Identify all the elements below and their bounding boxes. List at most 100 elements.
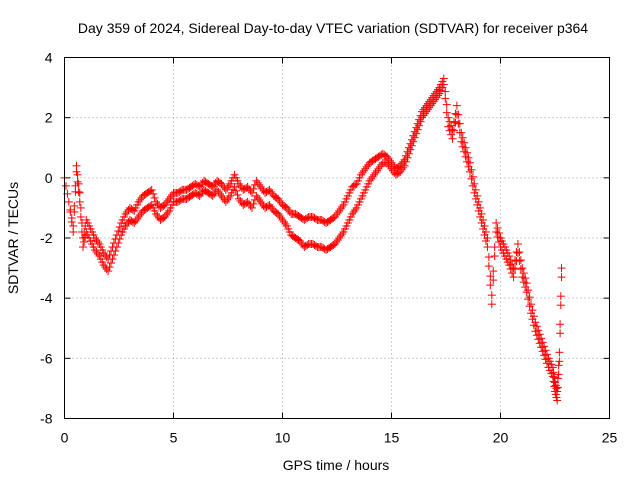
data-point-interp	[537, 334, 546, 343]
data-point-band	[69, 227, 78, 236]
data-point-interp	[92, 236, 101, 245]
data-point-band	[256, 197, 265, 206]
data-point-band-interp	[415, 121, 424, 130]
data-point-band-interp	[351, 205, 360, 214]
data-point	[465, 158, 474, 167]
data-point-interp	[150, 193, 159, 202]
data-point-band-interp	[297, 239, 306, 248]
data-point-interp	[224, 181, 233, 190]
data-point-interp	[149, 189, 158, 198]
data-point-band-interp	[484, 262, 493, 271]
data-point-band-interp	[423, 105, 432, 114]
data-point-band	[396, 167, 405, 176]
data-point-band-interp	[407, 141, 416, 150]
data-point-band-interp	[122, 219, 131, 228]
data-point-band-interp	[419, 111, 428, 120]
x-tick-label: 5	[170, 430, 178, 446]
data-point-band-interp	[490, 252, 499, 261]
data-point-interp	[515, 248, 524, 257]
data-point-band-interp	[131, 216, 140, 225]
data-point-interp	[93, 238, 102, 247]
data-point	[75, 188, 84, 197]
data-point-band-interp	[516, 265, 525, 274]
data-point-band	[213, 185, 222, 194]
data-point-interp	[114, 226, 123, 235]
data-point	[474, 197, 483, 206]
data-point-band	[404, 149, 413, 158]
data-point-band-interp	[133, 214, 142, 223]
data-point-band-interp	[76, 212, 85, 221]
data-point-interp	[76, 203, 85, 212]
data-point-band-interp	[275, 211, 284, 220]
data-point-band	[409, 137, 418, 146]
data-point	[444, 113, 453, 122]
data-point-band	[365, 176, 374, 185]
data-point-band-interp	[416, 117, 425, 126]
data-point-interp	[136, 195, 145, 204]
data-point-band-interp	[163, 208, 172, 217]
data-point-interp	[351, 180, 360, 189]
data-point-band-interp	[412, 129, 421, 138]
data-point-band-interp	[224, 193, 233, 202]
data-point-interp	[521, 274, 530, 283]
y-tick-label: -4	[40, 290, 53, 306]
x-tick-label: 15	[384, 430, 400, 446]
data-point	[457, 128, 466, 137]
data-point-band-interp	[338, 229, 347, 238]
data-point-band	[465, 167, 474, 176]
data-point-interp	[333, 208, 342, 217]
data-point-band	[91, 246, 100, 255]
data-point-interp	[550, 373, 559, 382]
data-point-interp	[115, 222, 124, 231]
chart-title: Day 359 of 2024, Sidereal Day-to-day VTE…	[78, 20, 588, 36]
data-point-interp	[556, 320, 565, 329]
data-point-band-interp	[258, 199, 267, 208]
data-point-band	[418, 113, 427, 122]
data-point-interp	[473, 191, 482, 200]
data-point-interp	[447, 121, 456, 130]
data-point-band-interp	[489, 276, 498, 285]
data-point-band	[112, 243, 121, 252]
data-point-band-interp	[281, 219, 290, 228]
data-point-band-interp	[197, 189, 206, 198]
data-point-interp	[538, 338, 547, 347]
data-point-band-interp	[114, 239, 123, 248]
data-point-band-interp	[107, 259, 116, 268]
x-tick-label: 0	[61, 430, 69, 446]
data-point-interp	[153, 199, 162, 208]
data-point-band	[487, 300, 496, 309]
data-point-interp	[223, 183, 232, 192]
data-point-interp	[553, 374, 562, 383]
data-point-band	[509, 273, 518, 282]
data-point-band-interp	[214, 187, 223, 196]
data-point-band	[400, 161, 409, 170]
data-point-interp	[332, 210, 341, 219]
data-point-interp	[524, 286, 533, 295]
data-point-band	[330, 240, 339, 249]
data-point-interp	[532, 322, 541, 331]
data-point	[335, 206, 344, 215]
data-point-band	[75, 197, 84, 206]
y-tick-label: -6	[40, 350, 53, 366]
data-point-interp	[480, 221, 489, 230]
data-point-band	[348, 209, 357, 218]
data-point-interp	[489, 267, 498, 276]
data-point-interp	[336, 204, 345, 213]
data-point-band-interp	[525, 302, 534, 311]
y-tick-label: -8	[40, 411, 53, 427]
data-point	[91, 234, 100, 242]
data-point	[121, 209, 130, 218]
data-point-band-interp	[428, 99, 437, 108]
data-point	[217, 179, 226, 188]
data-point-band-interp	[333, 236, 342, 245]
data-point-band	[548, 372, 557, 381]
data-point-band-interp	[410, 133, 419, 142]
data-point-band	[370, 170, 379, 179]
data-point-band-interp	[368, 172, 377, 181]
data-point	[160, 200, 169, 209]
data-point	[274, 194, 283, 203]
data-point-band-interp	[109, 251, 118, 260]
data-point	[256, 182, 265, 191]
data-point-band	[230, 182, 239, 191]
